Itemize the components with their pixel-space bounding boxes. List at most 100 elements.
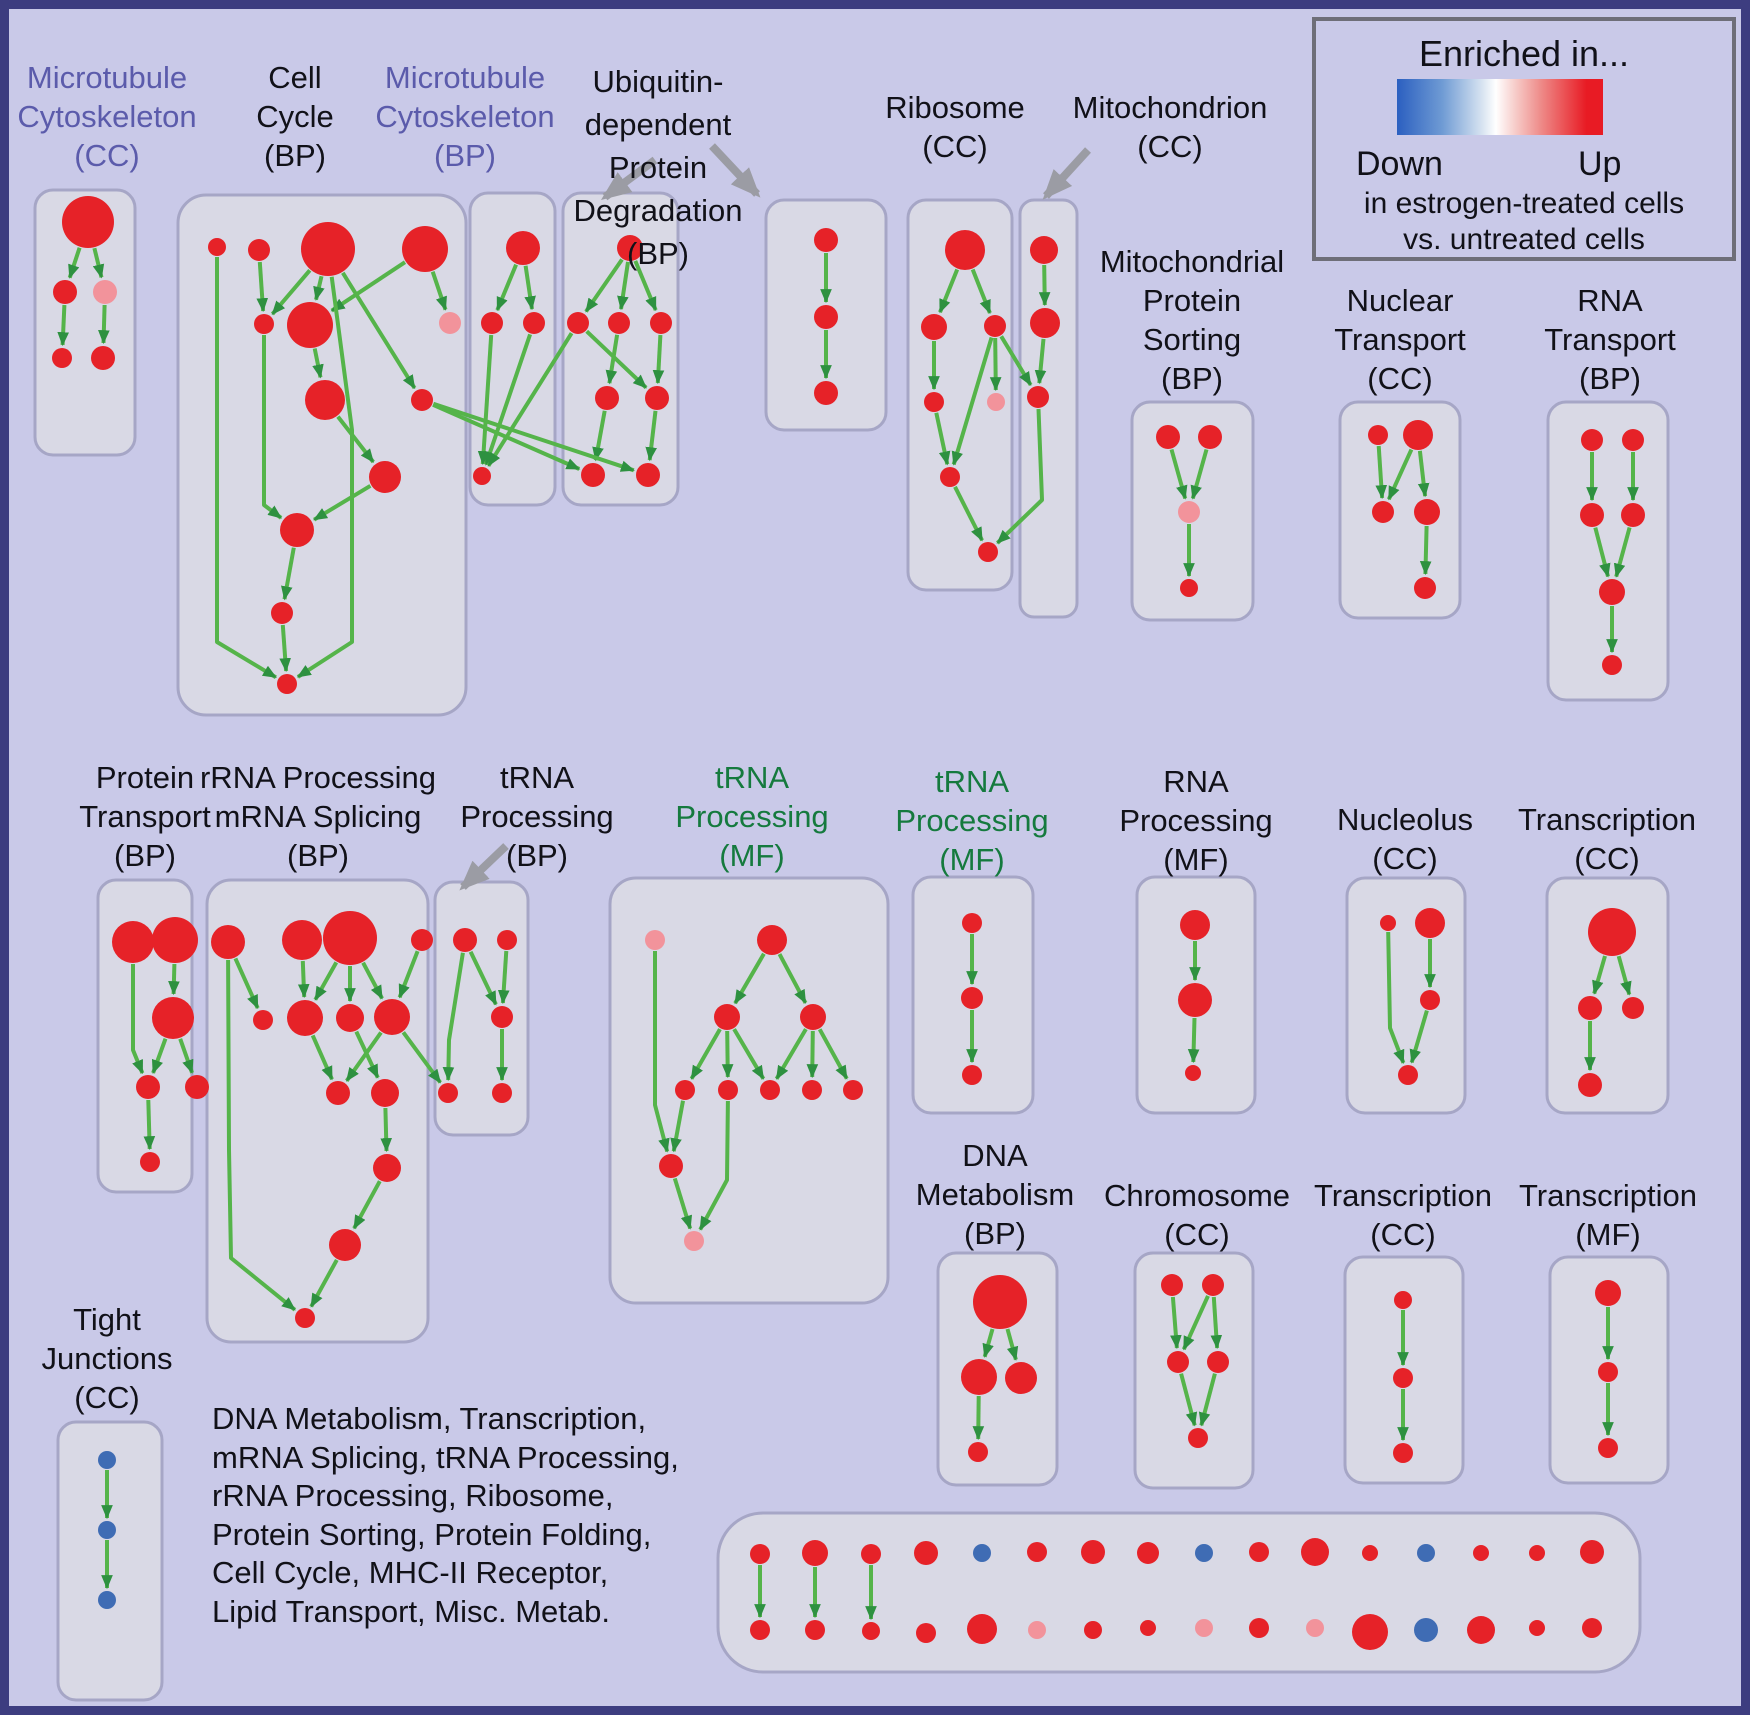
- go-term-node: [945, 230, 985, 270]
- edge-arrow: [989, 337, 1002, 392]
- go-term-node: [1027, 1542, 1047, 1562]
- go-term-node: [1249, 1542, 1269, 1562]
- go-term-node: [1188, 1428, 1208, 1448]
- go-term-node: [636, 463, 660, 487]
- cluster-label-transcription-cc-bottom: Transcription (CC): [1313, 1178, 1493, 1252]
- edge-arrow: [670, 1100, 685, 1153]
- edge-arrow: [1198, 1373, 1217, 1427]
- edge-arrow: [57, 304, 70, 347]
- go-term-node: [1473, 1545, 1489, 1561]
- edge-arrow: [380, 1107, 393, 1153]
- edge-arrow: [605, 334, 620, 385]
- edge-arrow: [310, 1034, 334, 1081]
- go-term-node: [473, 467, 491, 485]
- edge-arrow: [67, 247, 82, 279]
- go-term-node: [581, 463, 605, 487]
- cluster-box-microtubule-cytoskeleton-bp: [468, 191, 557, 507]
- go-term-node: [1306, 1619, 1324, 1637]
- cluster-label-trna-processing-mf-small: tRNA Processing (MF): [895, 764, 1049, 877]
- edge-arrow: [1417, 450, 1430, 498]
- go-term-node: [336, 1004, 364, 1032]
- go-term-node: [814, 381, 838, 405]
- legend-subtitle-1: in estrogen-treated cells: [1363, 187, 1685, 220]
- edge-arrow: [486, 332, 574, 467]
- go-term-node: [62, 196, 114, 248]
- edge-arrow: [1386, 448, 1414, 501]
- go-term-node: [1380, 915, 1396, 931]
- go-term-node: [1467, 1616, 1495, 1644]
- go-term-node: [650, 312, 672, 334]
- edge-arrow: [215, 257, 277, 680]
- go-term-node: [1195, 1619, 1213, 1637]
- edge-arrow: [468, 950, 498, 1006]
- go-term-node: [1393, 1368, 1413, 1388]
- go-term-node: [492, 1083, 512, 1103]
- edge-arrow: [477, 334, 494, 466]
- go-term-node: [1414, 499, 1440, 525]
- go-term-node: [439, 312, 461, 334]
- go-term-node: [1352, 1614, 1388, 1650]
- edge-arrow: [672, 1177, 693, 1230]
- go-term-node: [1582, 1618, 1602, 1638]
- go-term-node: [1578, 996, 1602, 1020]
- cluster-label-ribosome-cc: Ribosome (CC): [885, 90, 1025, 164]
- go-term-node: [112, 921, 154, 963]
- cluster-label-trna-processing-mf-large: tRNA Processing (MF): [675, 760, 829, 873]
- go-term-node: [53, 280, 77, 304]
- edge-arrow: [309, 1258, 339, 1308]
- go-term-node: [750, 1620, 770, 1640]
- go-term-node: [1621, 503, 1645, 527]
- go-term-node: [411, 389, 433, 411]
- edge-arrow: [341, 271, 417, 390]
- cluster-label-tight-junctions-cc: Tight Junctions (CC): [41, 1302, 173, 1415]
- go-term-node: [271, 602, 293, 624]
- edge-arrow: [584, 258, 624, 313]
- edge-arrow: [168, 963, 180, 996]
- go-term-node: [1393, 1443, 1413, 1463]
- edge-arrow: [1386, 931, 1406, 1064]
- cluster-label-microtubule-cytoskeleton-cc: Microtubule Cytoskeleton (CC): [17, 60, 197, 173]
- edge-arrow: [313, 484, 372, 522]
- go-term-node: [1185, 1065, 1201, 1081]
- go-term-node: [305, 380, 345, 420]
- cluster-label-nucleolus-cc: Nucleolus (CC): [1336, 802, 1474, 876]
- edge-arrow: [733, 952, 766, 1005]
- edge-arrow: [633, 260, 658, 312]
- edge-arrow: [1592, 955, 1607, 995]
- go-term-node: [961, 987, 983, 1009]
- go-term-node: [277, 674, 297, 694]
- cluster-label-rna-processing-mf: RNA Processing (MF): [1119, 764, 1273, 877]
- edge-arrow: [432, 401, 635, 473]
- cluster-label-mitochondrial-protein-sorting-bp: Mitochondrial Protein Sorting (BP): [1099, 244, 1285, 396]
- go-term-node: [862, 1622, 880, 1640]
- cluster-box-mixed-functions-strip: [716, 1511, 1642, 1674]
- edge-arrow: [777, 953, 808, 1004]
- cluster-label-chromosome-cc: Chromosome (CC): [1103, 1178, 1291, 1252]
- go-term-node: [714, 1004, 740, 1030]
- edge-arrow: [131, 964, 145, 1075]
- edge-arrow: [330, 260, 407, 313]
- go-term-node: [371, 1079, 399, 1107]
- go-term-node: [1578, 1073, 1602, 1097]
- go-term-node: [1580, 1540, 1604, 1564]
- mixed-clusters-annotation: DNA Metabolism, Transcription, mRNA Spli…: [212, 1401, 679, 1629]
- go-term-node: [506, 231, 540, 265]
- go-term-node: [802, 1540, 828, 1566]
- legend-subtitle-2: vs. untreated cells: [1403, 223, 1645, 256]
- cluster-box-transcription-cc-middle: [1545, 876, 1670, 1115]
- go-term-node: [1398, 1065, 1418, 1085]
- go-term-node: [940, 467, 960, 487]
- edge-arrow: [1170, 1296, 1182, 1350]
- go-term-node: [962, 1065, 982, 1085]
- cluster-box-dna-metabolism-bp: [936, 1251, 1059, 1487]
- edge-arrow: [397, 950, 420, 999]
- edge-arrow: [951, 336, 994, 466]
- edge-arrow: [430, 271, 448, 311]
- edge-arrow: [442, 952, 465, 1082]
- go-term-node: [921, 314, 947, 340]
- go-term-node: [295, 1308, 315, 1328]
- edge-arrow: [653, 951, 670, 1153]
- go-term-node: [1602, 655, 1622, 675]
- go-term-node: [1414, 577, 1436, 599]
